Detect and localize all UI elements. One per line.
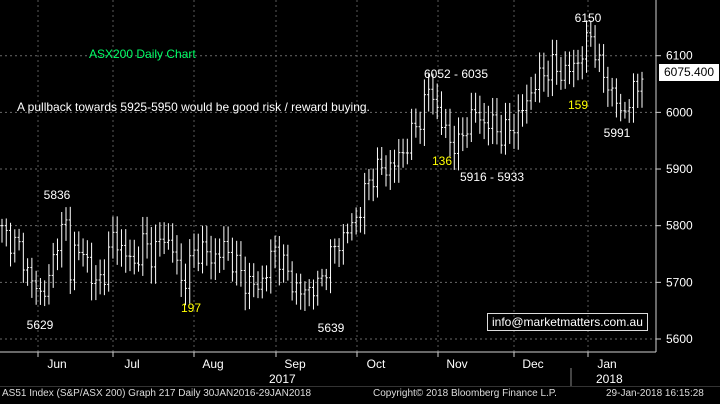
annotation-label: 136 xyxy=(432,154,452,168)
footer-copyright: Copyright© 2018 Bloomberg Finance L.P. xyxy=(373,388,557,399)
annotations: 5836 5629 197 5639 6052 - 6035 136 5916 - 5933… xyxy=(27,11,631,335)
x-tick-label: Sep xyxy=(284,357,306,371)
x-tick-label: Aug xyxy=(202,357,223,371)
annotation-label: 5916 - 5933 xyxy=(460,170,524,184)
annotation-label: 5629 xyxy=(27,318,54,332)
annotation-label: 5836 xyxy=(44,188,71,202)
footer-date: 29-Jan-2018 16:15:28 xyxy=(606,388,704,399)
y-tick-label: 6000 xyxy=(666,105,693,119)
y-tick-label: 6100 xyxy=(666,49,693,63)
y-axis-ticks: 5600 5700 5800 5900 6000 6100 xyxy=(656,49,693,346)
x-tick-label: Jun xyxy=(47,357,66,371)
chart-subtitle: A pullback towards 5925-5950 would be go… xyxy=(17,100,370,114)
y-tick-label: 5600 xyxy=(666,332,693,346)
x-axis-ticks: Jun Jul Aug Sep Oct Nov Dec Jan xyxy=(37,352,617,371)
last-price-badge: 6075.400 xyxy=(659,64,719,81)
price-bars xyxy=(0,20,644,311)
y-tick-label: 5800 xyxy=(666,219,693,233)
annotation-label: 6150 xyxy=(575,11,602,25)
footer-bar xyxy=(0,386,720,404)
y-tick-label: 5700 xyxy=(666,275,693,289)
x-tick-label: Oct xyxy=(367,357,386,371)
chart-title: ASX200 Daily Chart xyxy=(89,47,196,61)
annotation-label: 159 xyxy=(568,98,588,112)
x-tick-label: Jul xyxy=(124,357,139,371)
year-2017: 2017 xyxy=(269,372,296,386)
grid-lines xyxy=(0,0,656,352)
annotation-label: 6052 - 6035 xyxy=(424,67,488,81)
footer-left: AS51 Index (S&P/ASX 200) Graph 217 Daily… xyxy=(2,388,312,399)
annotation-label: 197 xyxy=(181,301,201,315)
year-2018: 2018 xyxy=(596,372,623,386)
x-tick-label: Dec xyxy=(522,357,543,371)
x-tick-label: Jan xyxy=(597,357,616,371)
y-tick-label: 5900 xyxy=(666,162,693,176)
annotation-label: 5639 xyxy=(318,321,345,335)
watermark-email: info@marketmatters.com.au xyxy=(487,313,648,331)
annotation-label: 5991 xyxy=(604,126,631,140)
x-tick-label: Nov xyxy=(446,357,467,371)
